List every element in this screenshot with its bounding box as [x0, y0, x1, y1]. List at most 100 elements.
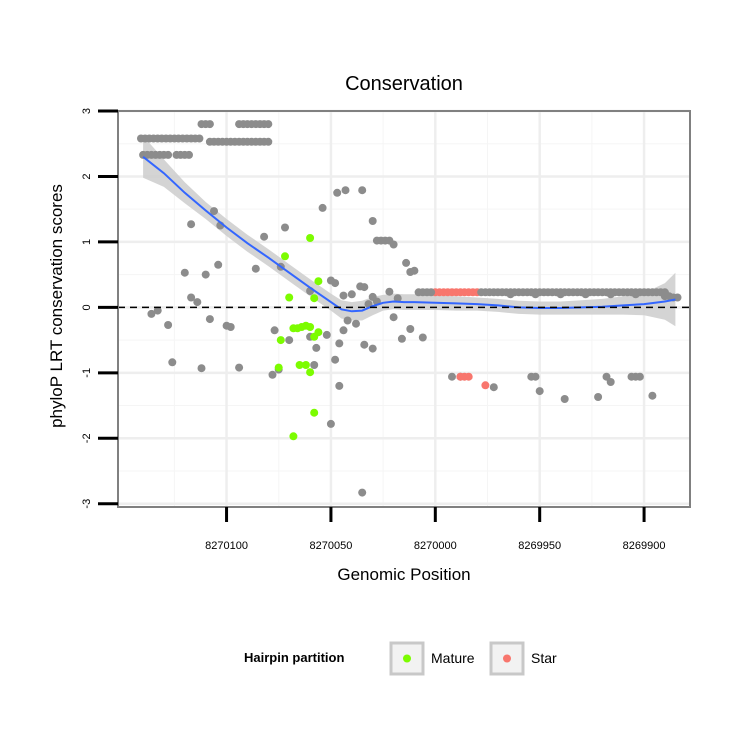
point-other: [648, 391, 657, 400]
point-other: [397, 334, 406, 343]
point-other: [251, 264, 260, 273]
point-other: [341, 186, 350, 195]
point-other: [322, 330, 331, 339]
point-other: [164, 150, 173, 159]
point-other: [264, 120, 273, 129]
point-other: [285, 336, 294, 345]
point-star: [464, 372, 473, 381]
point-other: [489, 383, 498, 392]
point-other: [389, 240, 398, 249]
point-other-plateau: [606, 290, 615, 299]
point-other: [406, 325, 415, 333]
legend: Hairpin partition Mature Star: [244, 641, 557, 676]
y-tick-label: 0: [81, 304, 93, 310]
point-other: [331, 279, 340, 288]
point-other: [180, 268, 189, 277]
point-other: [358, 488, 367, 497]
point-other: [602, 372, 611, 381]
point-other: [210, 207, 218, 216]
point-other: [393, 294, 402, 303]
point-other: [318, 203, 327, 212]
point-mature: [281, 252, 289, 261]
point-other: [260, 232, 269, 241]
point-other: [268, 370, 277, 379]
point-other: [347, 290, 356, 299]
point-other: [360, 340, 369, 349]
point-other: [360, 283, 369, 292]
point-other: [352, 319, 360, 328]
point-other: [635, 372, 644, 381]
point-other: [147, 309, 156, 318]
point-mature: [306, 323, 315, 331]
point-other: [535, 387, 544, 396]
y-tick-label: 3: [81, 108, 93, 114]
y-tick-label: -3: [81, 499, 93, 509]
legend-dot-mature: [403, 654, 411, 663]
x-tick-label: 8269950: [518, 540, 561, 552]
smooth-line: [142, 156, 676, 313]
point-other: [214, 260, 223, 269]
point-other: [168, 358, 177, 367]
point-other: [187, 293, 196, 302]
x-tick-label: 8270000: [414, 540, 457, 552]
point-other: [389, 313, 398, 322]
point-other: [281, 223, 289, 232]
point-mature: [310, 408, 319, 417]
point-other: [594, 393, 603, 401]
point-other: [264, 137, 273, 146]
point-mature: [274, 363, 283, 372]
point-other: [195, 134, 204, 143]
chart-title: Conservation: [345, 73, 463, 95]
point-mature: [289, 432, 298, 441]
point-other: [326, 419, 335, 428]
point-mature: [314, 277, 323, 286]
point-mature: [276, 336, 285, 345]
point-other: [153, 306, 162, 315]
x-tick-label: 8269900: [623, 540, 666, 552]
point-mature: [301, 361, 310, 369]
point-other: [418, 333, 427, 342]
y-tick-label: 1: [81, 239, 93, 245]
point-other-plateau: [427, 288, 436, 297]
point-other: [335, 339, 344, 348]
point-other: [343, 316, 352, 325]
point-other: [335, 381, 344, 390]
y-tick-label: -1: [81, 368, 93, 378]
point-other: [205, 120, 214, 129]
point-other: [197, 364, 206, 373]
x-tick-label: 8270050: [310, 540, 353, 552]
plot-panel: 8270100 8270050 8270000 8269950 8269900 3 2 1 0 -…: [81, 108, 691, 552]
point-other: [187, 220, 196, 229]
legend-label-mature: Mature: [431, 650, 475, 666]
y-tick-label: -2: [81, 433, 93, 443]
point-other: [312, 343, 321, 352]
x-axis-label: Genomic Position: [337, 565, 470, 584]
x-tick-label: 8270100: [205, 540, 248, 552]
point-mature: [295, 361, 304, 369]
point-other: [402, 258, 411, 267]
point-star: [481, 381, 490, 390]
point-other: [201, 270, 210, 279]
legend-dot-star: [503, 654, 511, 663]
point-other: [358, 186, 367, 195]
point-other: [333, 188, 342, 197]
point-other: [164, 321, 173, 329]
y-axis-label: phyloP LRT conservation scores: [47, 184, 66, 428]
point-other-plateau: [581, 290, 590, 299]
point-mature: [285, 293, 294, 302]
y-tick-label: 2: [81, 173, 93, 179]
panel-border: [117, 110, 691, 508]
point-other: [310, 361, 319, 369]
point-other: [410, 266, 419, 275]
point-other-plateau: [531, 290, 540, 299]
point-mature: [306, 234, 315, 242]
point-other: [531, 372, 540, 381]
point-mature: [306, 368, 315, 377]
legend-label-star: Star: [531, 650, 557, 666]
point-other: [560, 395, 569, 403]
point-other: [193, 298, 202, 307]
point-other-plateau: [556, 290, 565, 299]
point-mature: [310, 294, 319, 303]
point-other: [270, 326, 279, 335]
point-other: [368, 217, 377, 225]
